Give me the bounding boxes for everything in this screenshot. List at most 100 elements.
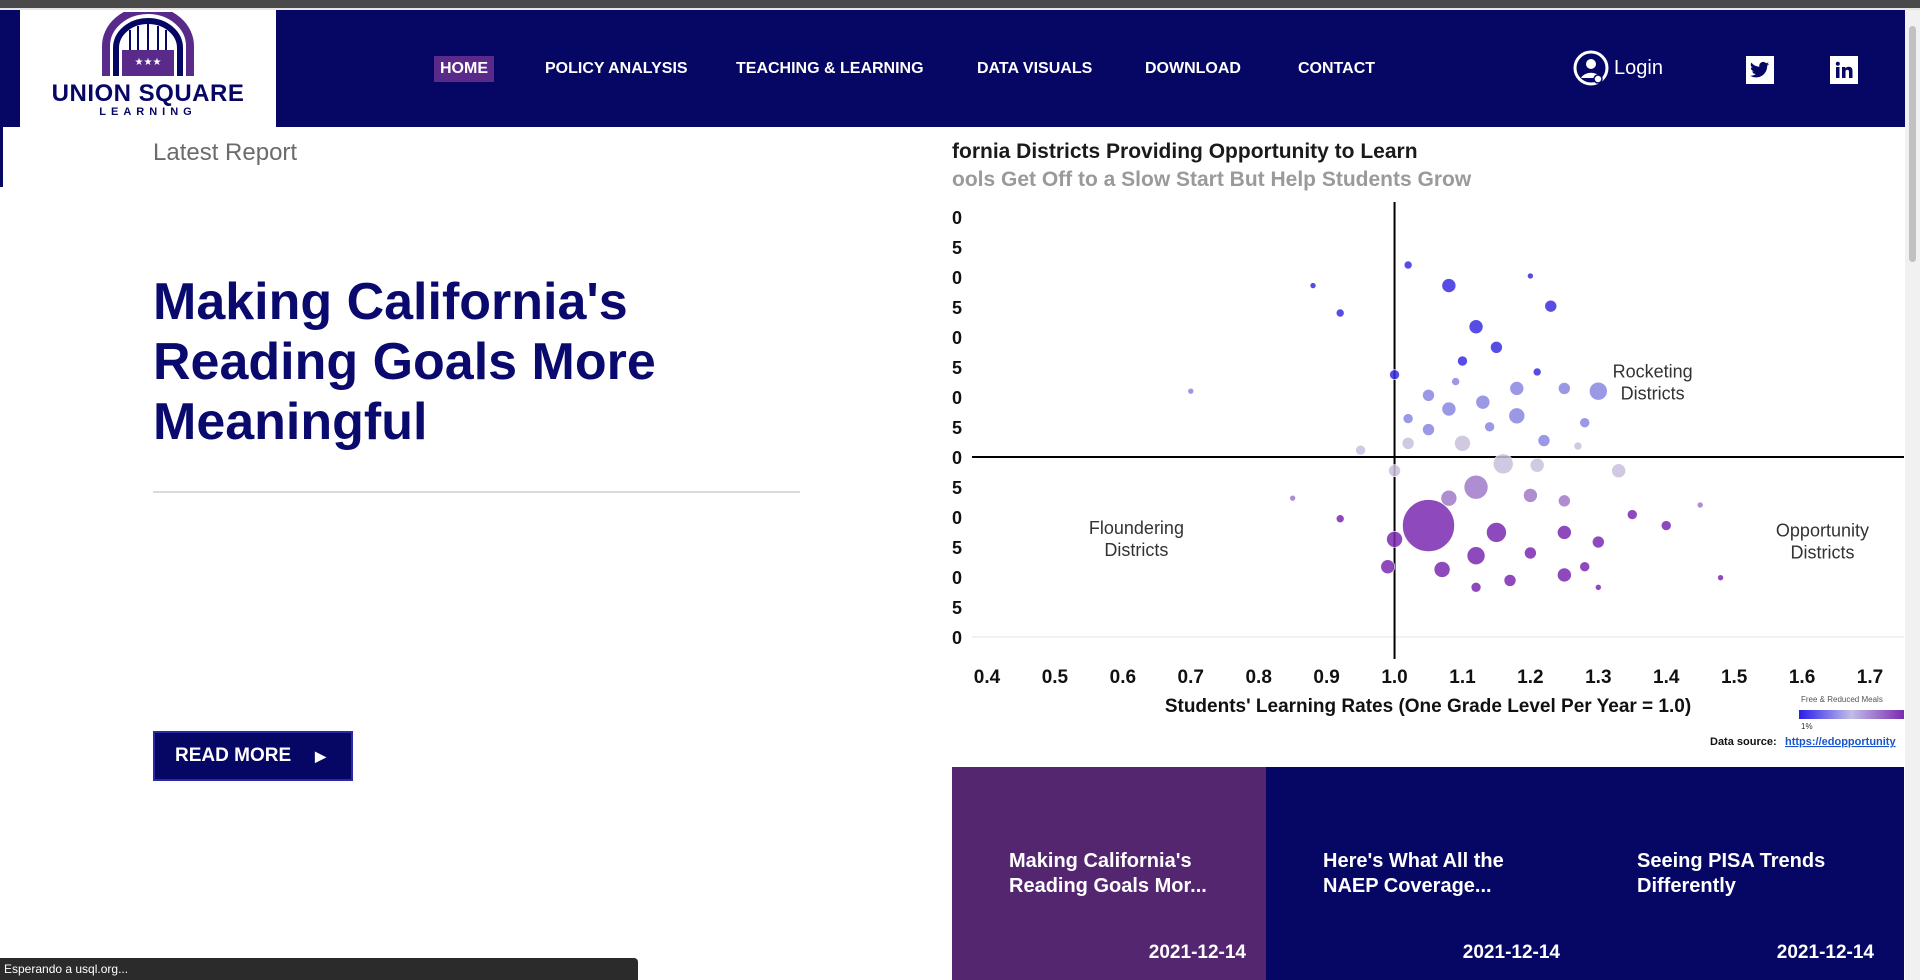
y-tick-label: 0 [952, 508, 962, 528]
report-card-date: 2021-12-14 [1148, 942, 1246, 963]
y-tick-label: 5 [952, 238, 962, 258]
scrollbar-thumb[interactable] [1909, 26, 1916, 262]
data-source-label: Data source: [1710, 736, 1777, 748]
scatter-point [1626, 509, 1638, 520]
quadrant-label: Rocketing Districts [1613, 361, 1693, 403]
scatter-point [1441, 278, 1457, 293]
scatter-point [1470, 581, 1482, 593]
y-tick-label: 0 [952, 388, 962, 408]
scatter-point [1537, 434, 1551, 447]
scatter-point [1509, 381, 1525, 396]
scatter-point [1557, 567, 1572, 583]
scatter-point [1557, 525, 1572, 540]
scatter-point [1466, 546, 1486, 566]
x-tick-label: 0.5 [1042, 667, 1069, 688]
scatter-point [1403, 260, 1413, 270]
y-tick-label: 5 [952, 358, 962, 378]
report-card-title: Seeing PISA Trends Differently [1637, 850, 1826, 897]
y-tick-label: 5 [952, 598, 962, 618]
chart-title: fornia Districts Providing Opportunity t… [952, 140, 1418, 163]
scatter-point [1309, 282, 1317, 289]
read-more-button[interactable]: READ MORE ▶ [153, 731, 353, 781]
site-logo[interactable]: ★★★ UNION SQUARE LEARNING [20, 10, 276, 127]
logo-arch-icon: ★★★ [102, 12, 194, 76]
scatter-point [1492, 453, 1514, 475]
nav-data-visuals[interactable]: DATA VISUALS [977, 60, 1093, 77]
scatter-point [1532, 367, 1542, 377]
nav-teaching-learning[interactable]: TEACHING & LEARNING [736, 60, 924, 77]
browser-top-strip [0, 0, 1920, 10]
twitter-link[interactable] [1746, 56, 1774, 84]
x-tick-label: 1.5 [1721, 667, 1748, 688]
scatter-point [1187, 387, 1195, 395]
hero-headline[interactable]: Making California's Reading Goals More M… [153, 273, 656, 451]
y-tick-label: 0 [952, 568, 962, 588]
svg-text:★★★: ★★★ [135, 57, 162, 68]
x-tick-label: 1.1 [1449, 667, 1476, 688]
login-label: Login [1614, 56, 1663, 79]
y-tick-label: 5 [952, 418, 962, 438]
scatter-point [1422, 388, 1435, 402]
y-tick-label: 0 [952, 208, 962, 228]
scatter-point [1457, 355, 1468, 367]
report-card[interactable]: Here's What All the NAEP Coverage... 202… [1266, 767, 1580, 980]
scatter-point [1335, 308, 1345, 318]
x-tick-label: 1.0 [1381, 667, 1407, 688]
read-more-label: READ MORE [175, 745, 292, 766]
x-tick-label: 1.7 [1857, 667, 1883, 688]
login-button[interactable]: Login [1572, 50, 1663, 86]
progress-track [0, 8, 1920, 10]
legend-title: Free & Reduced Meals [1801, 695, 1883, 704]
scatter-point [1524, 546, 1537, 560]
scatter-point [1544, 299, 1558, 313]
y-tick-label: 0 [952, 268, 962, 288]
nav-contact[interactable]: CONTACT [1298, 60, 1376, 77]
linkedin-link[interactable] [1830, 56, 1858, 84]
quadrant-label: Floundering Districts [1089, 518, 1184, 560]
scatter-point [1386, 530, 1403, 548]
scatter-chart: 0 5 0 5 0 5 0 5 0 5 0 5 0 5 0 0.4 0.5 0.6 0.7 0.8 0.9 1.0 1.1 1… [952, 134, 1904, 754]
x-tick-label: 0.4 [974, 667, 1001, 688]
scatter-point [1335, 514, 1345, 524]
nav-home[interactable]: HOME [434, 56, 494, 82]
x-tick-label: 0.9 [1313, 667, 1339, 688]
site-header [0, 10, 1905, 127]
report-card[interactable]: Seeing PISA Trends Differently 2021-12-1… [1580, 767, 1894, 980]
scatter-point [1468, 319, 1484, 335]
data-source-link[interactable]: https://edopportunity [1785, 736, 1896, 748]
scatter-point [1433, 561, 1451, 578]
x-axis-label: Students' Learning Rates (One Grade Leve… [1165, 696, 1691, 717]
scatter-point [1558, 382, 1571, 395]
page-scrollbar[interactable] [1905, 10, 1920, 980]
y-tick-label: 0 [952, 628, 962, 648]
scatter-point [1523, 488, 1538, 503]
x-tick-label: 0.6 [1110, 667, 1136, 688]
scatter-point [1592, 535, 1605, 549]
nav-download[interactable]: DOWNLOAD [1145, 60, 1241, 77]
scatter-point [1717, 574, 1724, 581]
scatter-point [1579, 561, 1591, 573]
report-card-date: 2021-12-14 [1462, 942, 1560, 963]
report-card[interactable]: Making California's Reading Goals Mor...… [952, 767, 1266, 980]
twitter-icon [1750, 61, 1770, 78]
scatter-point [1402, 413, 1414, 424]
scatter-point [1589, 381, 1608, 401]
scatter-point [1611, 463, 1626, 479]
scatter-point [1529, 457, 1545, 473]
x-tick-label: 1.3 [1585, 667, 1611, 688]
legend-gradient [1799, 710, 1904, 719]
hero-divider [153, 491, 800, 493]
chart-subtitle: ools Get Off to a Slow Start But Help St… [952, 168, 1472, 191]
scatter-point [1454, 434, 1471, 452]
scatter-point [1595, 583, 1602, 591]
scatter-point [1475, 394, 1491, 410]
scatter-point [1388, 464, 1401, 478]
nav-policy-analysis[interactable]: POLICY ANALYSIS [545, 60, 688, 77]
chart-canvas: 0 5 0 5 0 5 0 5 0 5 0 5 0 5 0 0.4 0.5 0.6 0.7 0.8 0.9 1.0 1.1 1… [952, 202, 1904, 748]
report-card-title: Here's What All the NAEP Coverage... [1323, 850, 1504, 897]
scatter-point [1490, 340, 1503, 354]
scatter-point [1401, 436, 1415, 450]
report-card-date: 2021-12-14 [1776, 942, 1874, 963]
report-cards: Making California's Reading Goals Mor...… [952, 767, 1904, 980]
x-tick-label: 1.2 [1517, 667, 1543, 688]
